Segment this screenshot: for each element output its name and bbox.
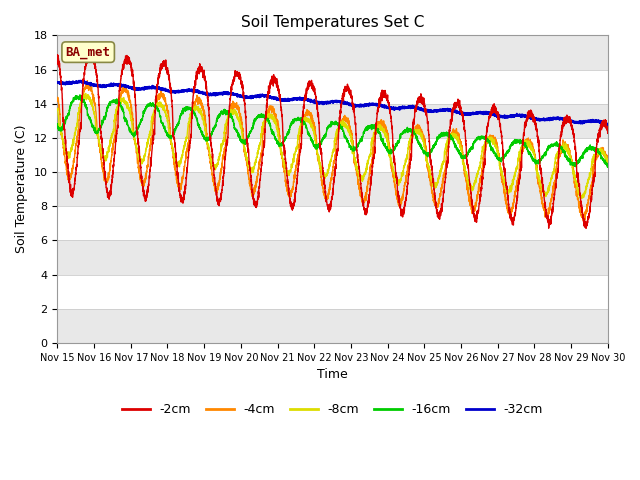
Bar <box>58 240 608 275</box>
Y-axis label: Soil Temperature (C): Soil Temperature (C) <box>15 125 28 253</box>
Bar <box>58 309 608 343</box>
Legend: -2cm, -4cm, -8cm, -16cm, -32cm: -2cm, -4cm, -8cm, -16cm, -32cm <box>117 398 548 421</box>
Bar <box>58 104 608 138</box>
Text: BA_met: BA_met <box>66 46 111 59</box>
Bar <box>58 36 608 70</box>
Title: Soil Temperatures Set C: Soil Temperatures Set C <box>241 15 424 30</box>
Bar <box>58 172 608 206</box>
X-axis label: Time: Time <box>317 368 348 381</box>
